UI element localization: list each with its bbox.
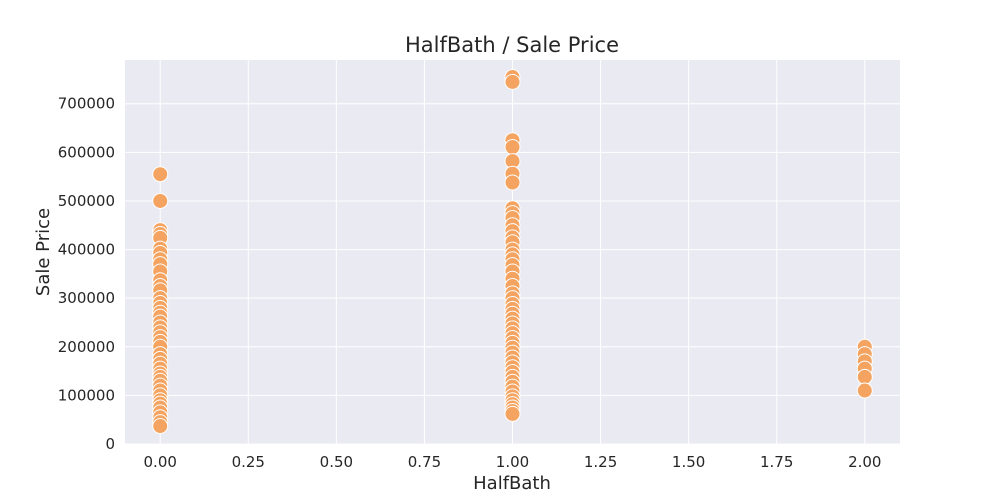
data-point (152, 192, 169, 209)
x-axis-title: HalfBath (473, 473, 551, 494)
x-tick-label: 1.00 (496, 453, 529, 471)
y-tick-labels: 0 100000 200000 300000 400000 500000 600000 700… (58, 95, 115, 453)
x-tick-label: 1.50 (672, 453, 705, 471)
x-tick-label: 0.75 (408, 453, 441, 471)
data-point (504, 73, 521, 90)
x-tick-label: 1.25 (584, 453, 617, 471)
y-tick-label: 600000 (58, 143, 115, 161)
data-point (856, 368, 873, 385)
y-tick-label: 0 (105, 435, 115, 453)
x-tick-labels: 0.00 0.25 0.50 0.75 1.00 1.25 1.50 1.75 2.00 (144, 453, 882, 471)
y-tick-label: 500000 (58, 192, 115, 210)
data-point (856, 382, 873, 399)
data-point (504, 174, 521, 191)
data-point (152, 418, 169, 435)
y-tick-label: 700000 (58, 95, 115, 113)
x-grid-lines (159, 60, 866, 444)
x-tick-label: 1.75 (760, 453, 793, 471)
y-tick-label: 100000 (58, 386, 115, 404)
y-axis-title: Sale Price (33, 208, 54, 296)
x-tick-label: 0.50 (320, 453, 353, 471)
x-tick-label: 0.00 (144, 453, 177, 471)
data-points (152, 69, 873, 435)
y-tick-label: 400000 (58, 241, 115, 259)
chart-title: HalfBath / Sale Price (405, 33, 619, 57)
x-tick-label: 2.00 (848, 453, 881, 471)
data-point (504, 405, 521, 422)
x-tick-label: 0.25 (232, 453, 265, 471)
y-tick-label: 200000 (58, 338, 115, 356)
data-point (152, 166, 169, 183)
data-point (504, 139, 521, 156)
y-tick-label: 300000 (58, 289, 115, 307)
